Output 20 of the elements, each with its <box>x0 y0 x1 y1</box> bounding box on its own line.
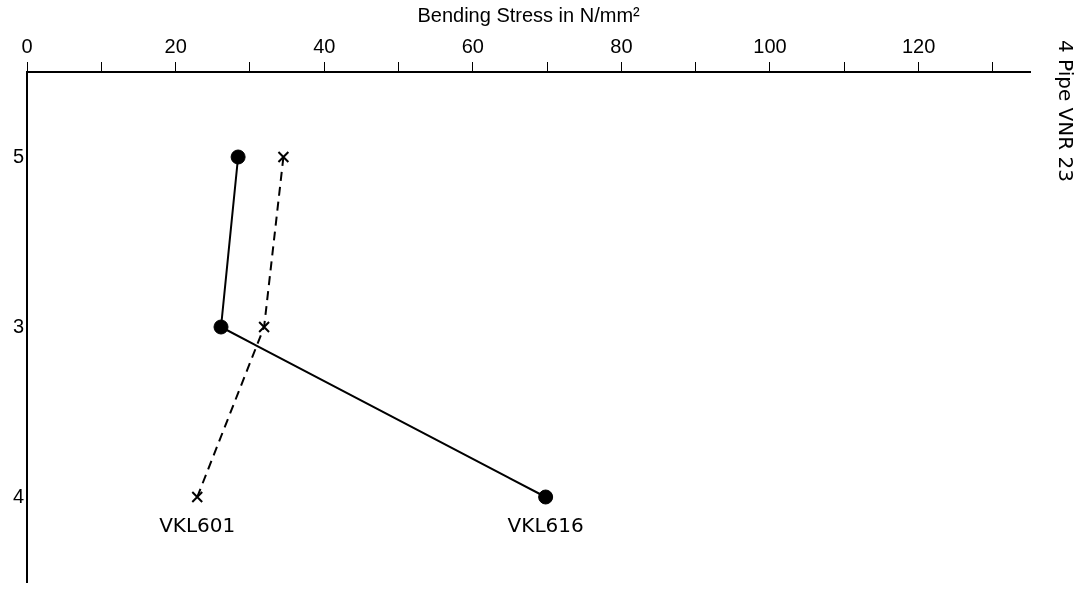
y-tick-label: 5 <box>13 144 25 167</box>
point <box>230 149 246 165</box>
point <box>258 321 271 333</box>
point <box>191 491 204 503</box>
point <box>538 489 554 505</box>
y-tick-label: 4 <box>13 484 25 507</box>
y-tick-label: 3 <box>13 314 25 337</box>
series-label: VKL616 <box>507 513 584 538</box>
x-tick-label: 60 <box>461 34 484 57</box>
point <box>277 151 290 163</box>
x-tick-label: 40 <box>313 34 336 57</box>
x-tick-label: 80 <box>610 34 633 57</box>
x-tick-label: 20 <box>164 34 187 57</box>
x-tick-label: 0 <box>21 34 33 57</box>
point <box>213 319 229 335</box>
text: 4 Pipe VNR 23 <box>1054 40 1078 182</box>
x-axis-title: Bending Stress in N/mm² <box>417 3 641 26</box>
series-label: VKL601 <box>159 513 236 538</box>
x-tick-label: 100 <box>753 34 787 57</box>
x-tick-label: 120 <box>901 34 936 57</box>
